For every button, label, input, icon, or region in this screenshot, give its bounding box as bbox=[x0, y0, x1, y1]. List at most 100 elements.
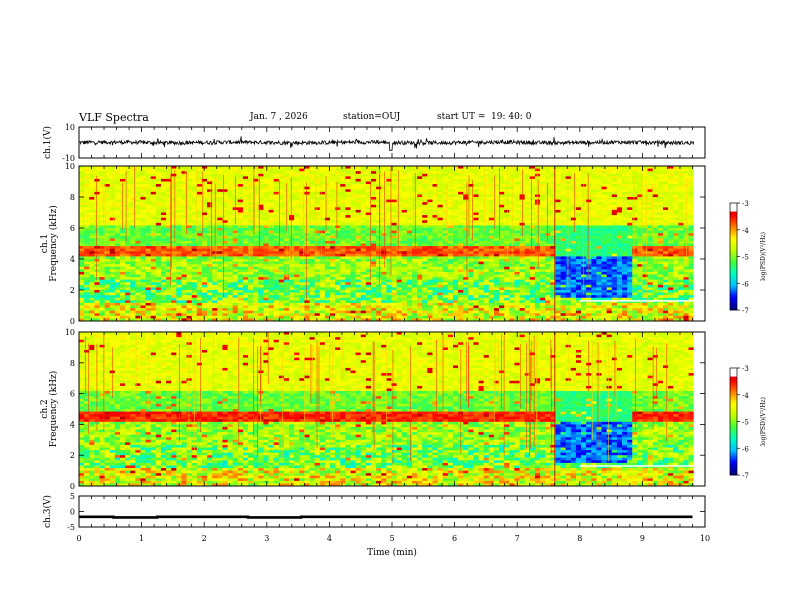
heatmap-cell bbox=[452, 178, 459, 182]
heatmap-cell bbox=[171, 168, 177, 172]
heatmap-cell bbox=[381, 282, 387, 286]
heatmap-cell bbox=[417, 240, 423, 244]
heatmap-cell bbox=[79, 238, 85, 242]
heatmap-cell bbox=[278, 207, 285, 211]
heatmap-cell bbox=[422, 274, 428, 278]
heatmap-cell bbox=[125, 176, 131, 180]
heatmap-cell bbox=[314, 222, 321, 226]
heatmap-cell bbox=[463, 199, 469, 203]
heatmap-cell bbox=[442, 176, 449, 180]
heatmap-cell bbox=[493, 194, 500, 198]
heatmap-cell bbox=[458, 197, 464, 200]
heatmap-cell bbox=[268, 253, 275, 257]
heatmap-cell bbox=[463, 184, 469, 188]
heatmap-cell bbox=[176, 290, 182, 293]
heatmap-cell bbox=[386, 256, 392, 260]
heatmap-cell bbox=[488, 277, 495, 281]
heatmap-cell bbox=[171, 176, 177, 180]
heatmap-cell bbox=[478, 217, 485, 221]
heatmap-cell bbox=[135, 264, 141, 268]
heatmap-cell bbox=[135, 168, 141, 172]
heatmap-cell bbox=[94, 271, 100, 275]
heatmap-cell bbox=[294, 266, 300, 270]
heatmap-cell bbox=[253, 168, 259, 172]
heatmap-cell bbox=[299, 240, 305, 244]
heatmap-cell bbox=[196, 295, 203, 299]
heatmap-cell bbox=[381, 178, 387, 182]
heatmap-cell bbox=[463, 173, 469, 177]
heatmap-cell bbox=[396, 297, 403, 301]
heatmap-cell bbox=[248, 271, 254, 275]
heatmap-cell bbox=[294, 274, 300, 278]
heatmap-cell bbox=[237, 233, 244, 237]
heatmap-cell bbox=[201, 173, 208, 177]
heatmap-cell bbox=[411, 222, 418, 226]
heatmap-cell bbox=[406, 315, 413, 319]
heatmap-cell bbox=[119, 240, 126, 244]
heatmap-cell bbox=[458, 253, 464, 257]
heatmap-cell bbox=[463, 295, 469, 299]
heatmap-cell bbox=[181, 233, 187, 237]
heatmap-cell bbox=[432, 238, 438, 242]
heatmap-cell bbox=[493, 166, 500, 169]
heatmap-cell bbox=[365, 279, 372, 283]
heatmap-cell bbox=[201, 186, 208, 190]
heatmap-cell bbox=[99, 266, 106, 270]
heatmap-cell bbox=[304, 186, 310, 190]
heatmap-cell bbox=[140, 194, 146, 198]
heatmap-cell bbox=[319, 207, 326, 211]
heatmap-cell bbox=[365, 168, 372, 172]
heatmap-cell bbox=[376, 240, 382, 244]
heatmap-cell bbox=[89, 199, 95, 203]
heatmap-cell bbox=[458, 209, 464, 213]
heatmap-cell bbox=[114, 230, 121, 234]
heatmap-cell bbox=[422, 246, 428, 250]
heatmap-cell bbox=[422, 176, 428, 180]
heatmap-cell bbox=[335, 230, 341, 234]
heatmap-cell bbox=[155, 217, 162, 221]
heatmap-cell bbox=[488, 246, 495, 250]
heatmap-cell bbox=[268, 271, 275, 275]
heatmap-cell bbox=[191, 238, 198, 242]
heatmap-cell bbox=[309, 277, 316, 281]
heatmap-cell bbox=[458, 269, 464, 273]
heatmap-cell bbox=[79, 225, 85, 229]
heatmap-cell bbox=[109, 269, 116, 273]
heatmap-cell bbox=[140, 171, 146, 175]
heatmap-cell bbox=[432, 290, 438, 293]
heatmap-cell bbox=[253, 310, 259, 314]
heatmap-cell bbox=[114, 166, 121, 169]
heatmap-cell bbox=[350, 240, 357, 244]
heatmap-cell bbox=[242, 287, 249, 291]
heatmap-cell bbox=[468, 282, 474, 286]
heatmap-cell bbox=[289, 300, 295, 304]
heatmap-cell bbox=[150, 181, 157, 185]
heatmap-cell bbox=[401, 259, 408, 262]
heatmap-cell bbox=[452, 297, 459, 301]
heatmap-cell bbox=[478, 228, 485, 231]
heatmap-cell bbox=[217, 199, 223, 203]
heatmap-cell bbox=[258, 264, 264, 268]
heatmap-cell bbox=[427, 186, 433, 190]
heatmap-cell bbox=[355, 256, 362, 260]
heatmap-cell bbox=[391, 171, 398, 175]
heatmap-cell bbox=[119, 305, 126, 309]
heatmap-cell bbox=[314, 313, 321, 317]
heatmap-cell bbox=[432, 199, 438, 203]
heatmap-cell bbox=[99, 197, 106, 200]
heatmap-cell bbox=[278, 233, 285, 237]
heatmap-cell bbox=[278, 256, 285, 260]
heatmap-cell bbox=[94, 173, 100, 177]
heatmap-cell bbox=[350, 233, 357, 237]
heatmap-cell bbox=[473, 173, 479, 177]
heatmap-cell bbox=[263, 310, 269, 314]
heatmap-cell bbox=[191, 191, 198, 195]
heatmap-cell bbox=[119, 297, 126, 301]
heatmap-cell bbox=[350, 253, 357, 257]
heatmap-cell bbox=[488, 228, 495, 231]
heatmap-cell bbox=[125, 251, 131, 255]
heatmap-cell bbox=[171, 300, 177, 304]
heatmap-cell bbox=[181, 295, 187, 299]
heatmap-cell bbox=[411, 292, 418, 296]
heatmap-cell bbox=[401, 305, 408, 309]
